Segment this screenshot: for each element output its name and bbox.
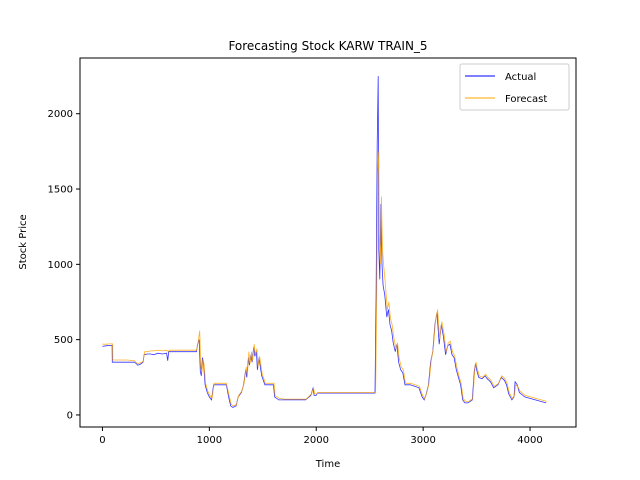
y-tick-label: 1000 <box>48 260 73 271</box>
plot-frame <box>79 57 577 428</box>
x-tick-label: 0 <box>99 435 105 446</box>
x-axis-label: Time <box>315 459 340 470</box>
legend-label-actual: Actual <box>505 72 536 83</box>
legend: Actual Forecast <box>459 63 570 111</box>
x-tick-label: 2000 <box>304 435 329 446</box>
x-tick-label: 4000 <box>517 435 542 446</box>
y-axis-label: Stock Price <box>18 214 29 269</box>
y-tick-label: 500 <box>54 335 73 346</box>
x-tick-label: 3000 <box>410 435 435 446</box>
y-tick-label: 0 <box>67 410 73 421</box>
y-tick-label: 2000 <box>48 109 73 120</box>
series-layer <box>102 76 547 408</box>
chart-title: Forecasting Stock KARW TRAIN_5 <box>228 39 427 53</box>
y-tick-label: 1500 <box>48 185 73 196</box>
x-tick-label: 1000 <box>197 435 222 446</box>
ticks-layer: 0 1000 2000 3000 4000 0 500 1000 1500 2000 <box>48 109 543 446</box>
legend-label-forecast: Forecast <box>505 94 547 105</box>
series-line-forecast <box>102 151 547 407</box>
